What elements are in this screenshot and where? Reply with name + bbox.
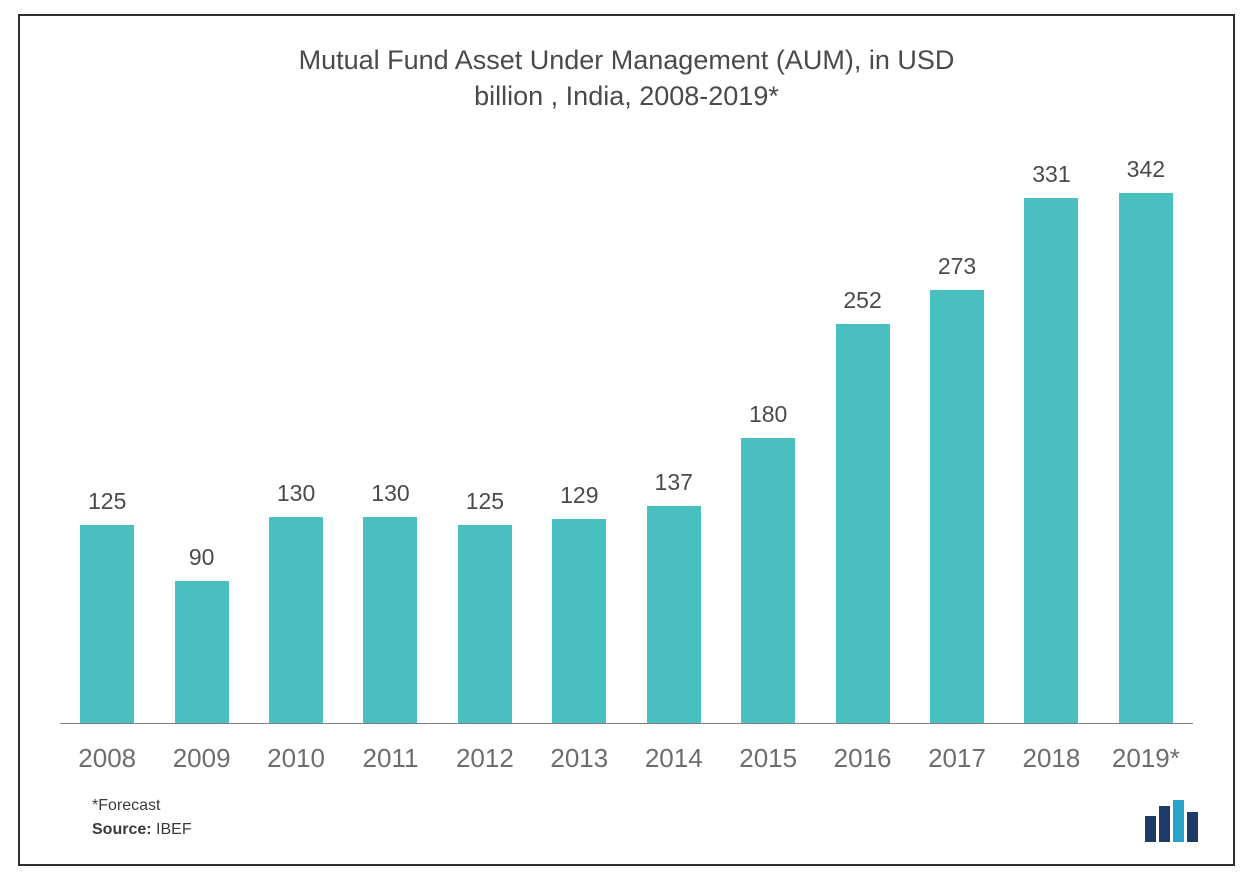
x-axis-label: 2019* [1099,743,1193,774]
bar [1024,198,1078,724]
bar-value-label: 90 [189,544,215,571]
x-axis-labels: 2008200920102011201220132014201520162017… [60,743,1193,774]
x-axis-label: 2013 [532,743,626,774]
chart-title-line2: billion , India, 2008-2019* [474,81,779,111]
bar-slot: 125 [60,156,154,724]
bar-value-label: 331 [1032,161,1070,188]
logo-bar-2 [1159,806,1170,842]
x-axis-label: 2016 [815,743,909,774]
chart-title: Mutual Fund Asset Under Management (AUM)… [20,42,1233,115]
bar [741,438,795,724]
bar [80,525,134,724]
bar-slot: 130 [249,156,343,724]
bar-slot: 130 [343,156,437,724]
plot-area: 125 90 130 130 125 129 137 180 252 273 331 342 [60,156,1193,724]
x-axis-label: 2017 [910,743,1004,774]
x-axis-label: 2015 [721,743,815,774]
chart-frame: Mutual Fund Asset Under Management (AUM)… [18,14,1235,866]
logo-bar-4 [1187,812,1198,842]
x-axis-label: 2014 [627,743,721,774]
bar-value-label: 125 [466,488,504,515]
bar-value-label: 129 [560,482,598,509]
bars-container: 125 90 130 130 125 129 137 180 252 273 331 342 [60,156,1193,724]
mi-logo-icon [1145,800,1203,842]
bar [175,581,229,724]
source-value: IBEF [152,821,192,838]
bar-slot: 137 [627,156,721,724]
bar-slot: 90 [154,156,248,724]
bar-slot: 125 [438,156,532,724]
forecast-note: *Forecast [92,794,192,818]
bar-slot: 129 [532,156,626,724]
bar-slot: 342 [1099,156,1193,724]
bar [647,506,701,724]
x-axis-label: 2011 [343,743,437,774]
bar [836,324,890,724]
bar-slot: 252 [815,156,909,724]
bar [269,517,323,724]
x-axis-label: 2009 [154,743,248,774]
x-axis-label: 2012 [438,743,532,774]
footnotes: *Forecast Source: IBEF [92,794,192,842]
x-axis-baseline [60,723,1193,724]
bar-value-label: 342 [1127,156,1165,183]
bar [552,519,606,724]
bar-slot: 180 [721,156,815,724]
bar-value-label: 180 [749,401,787,428]
bar-value-label: 130 [371,480,409,507]
bar [1119,193,1173,724]
chart-title-line1: Mutual Fund Asset Under Management (AUM)… [299,45,955,75]
bar-value-label: 137 [655,469,693,496]
bar-value-label: 130 [277,480,315,507]
bar [458,525,512,724]
bar-slot: 273 [910,156,1004,724]
x-axis-label: 2018 [1004,743,1098,774]
bar [363,517,417,724]
x-axis-label: 2010 [249,743,343,774]
bar-value-label: 125 [88,488,126,515]
bar-value-label: 252 [843,287,881,314]
x-axis-label: 2008 [60,743,154,774]
bar-slot: 331 [1004,156,1098,724]
bar-value-label: 273 [938,253,976,280]
logo-bar-1 [1145,816,1156,842]
source-line: Source: IBEF [92,818,192,842]
logo-bar-3 [1173,800,1184,842]
bar [930,290,984,724]
source-label: Source: [92,821,152,838]
